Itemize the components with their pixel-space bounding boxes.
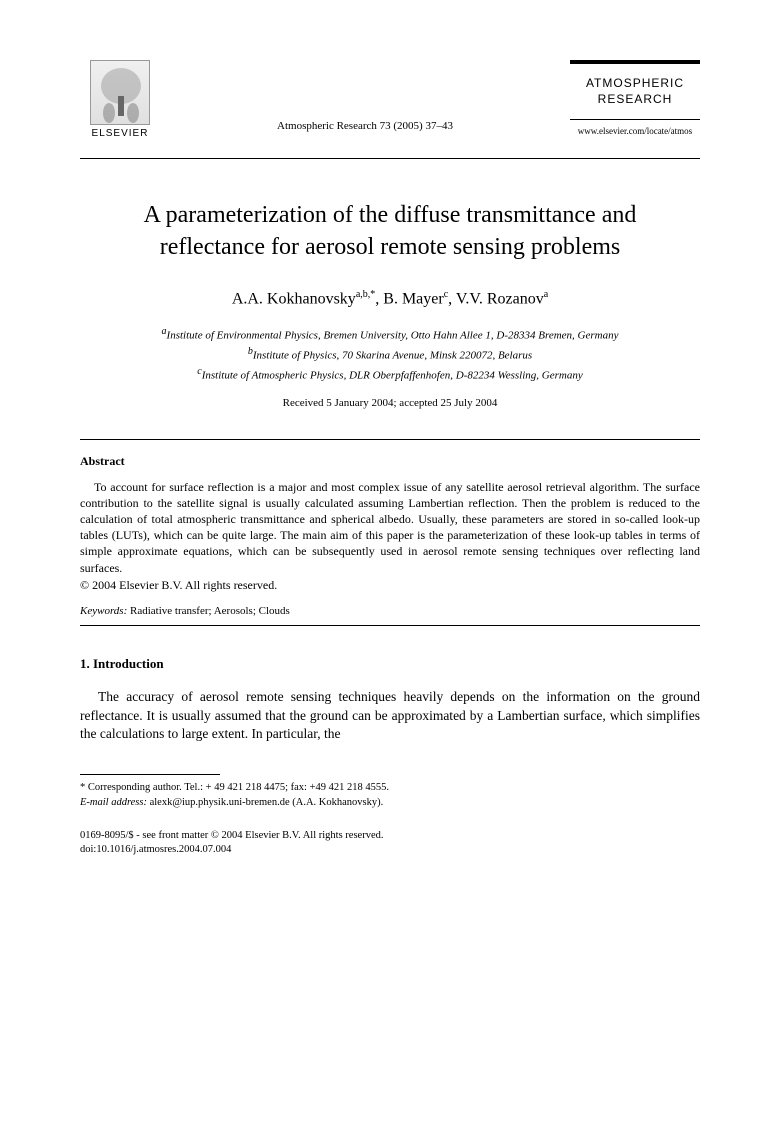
- article-title: A parameterization of the diffuse transm…: [100, 199, 680, 264]
- footnote-email-line: E-mail address: alexk@iup.physik.uni-bre…: [80, 796, 700, 811]
- article-dates: Received 5 January 2004; accepted 25 Jul…: [80, 397, 700, 409]
- affiliation-b: bInstitute of Physics, 70 Skarina Avenue…: [80, 344, 700, 364]
- abstract-heading: Abstract: [80, 454, 700, 469]
- abstract-body: To account for surface reflection is a m…: [80, 479, 700, 576]
- footnote-email: alexk@iup.physik.uni-bremen.de (A.A. Kok…: [147, 797, 383, 808]
- journal-name-line1: ATMOSPHERIC: [574, 76, 696, 92]
- author-1: A.A. Kokhanovsky: [232, 290, 356, 307]
- issn-line: 0169-8095/$ - see front matter © 2004 El…: [80, 829, 700, 844]
- abstract-bottom-rule: [80, 625, 700, 626]
- section-1-body: The accuracy of aerosol remote sensing t…: [80, 688, 700, 745]
- doi-line: doi:10.1016/j.atmosres.2004.07.004: [80, 843, 700, 858]
- elsevier-tree-icon: [90, 60, 150, 125]
- affiliation-a: aInstitute of Environmental Physics, Bre…: [80, 324, 700, 344]
- author-3-affil: a: [544, 289, 548, 300]
- abstract-top-rule: [80, 439, 700, 440]
- footnote-email-label: E-mail address:: [80, 797, 147, 808]
- publisher-logo: ELSEVIER: [80, 60, 160, 150]
- corresponding-author-footnote: * Corresponding author. Tel.: + 49 421 2…: [80, 781, 700, 810]
- footnote-rule: [80, 774, 220, 775]
- abstract-copyright: © 2004 Elsevier B.V. All rights reserved…: [80, 578, 700, 593]
- author-2: B. Mayer: [383, 290, 443, 307]
- affiliations: aInstitute of Environmental Physics, Bre…: [80, 324, 700, 384]
- author-1-affil: a,b,*: [356, 289, 375, 300]
- author-3: V.V. Rozanov: [456, 290, 544, 307]
- keywords: Keywords: Radiative transfer; Aerosols; …: [80, 605, 700, 617]
- author-list: A.A. Kokhanovskya,b,*, B. Mayerc, V.V. R…: [80, 289, 700, 308]
- author-2-affil: c: [444, 289, 448, 300]
- keywords-text: Radiative transfer; Aerosols; Clouds: [127, 605, 290, 617]
- journal-reference: Atmospheric Research 73 (2005) 37–43: [160, 60, 570, 132]
- header-divider: [80, 158, 700, 159]
- journal-name-line2: RESEARCH: [574, 92, 696, 108]
- section-1-heading: 1. Introduction: [80, 656, 700, 672]
- footnote-corr: * Corresponding author. Tel.: + 49 421 2…: [80, 781, 700, 796]
- bottom-info: 0169-8095/$ - see front matter © 2004 El…: [80, 829, 700, 858]
- affiliation-c: cInstitute of Atmospheric Physics, DLR O…: [80, 364, 700, 384]
- page-header: ELSEVIER Atmospheric Research 73 (2005) …: [80, 60, 700, 150]
- keywords-label: Keywords:: [80, 605, 127, 617]
- journal-url: www.elsevier.com/locate/atmos: [570, 126, 700, 136]
- publisher-name: ELSEVIER: [92, 128, 149, 139]
- journal-title-box: ATMOSPHERIC RESEARCH www.elsevier.com/lo…: [570, 60, 700, 136]
